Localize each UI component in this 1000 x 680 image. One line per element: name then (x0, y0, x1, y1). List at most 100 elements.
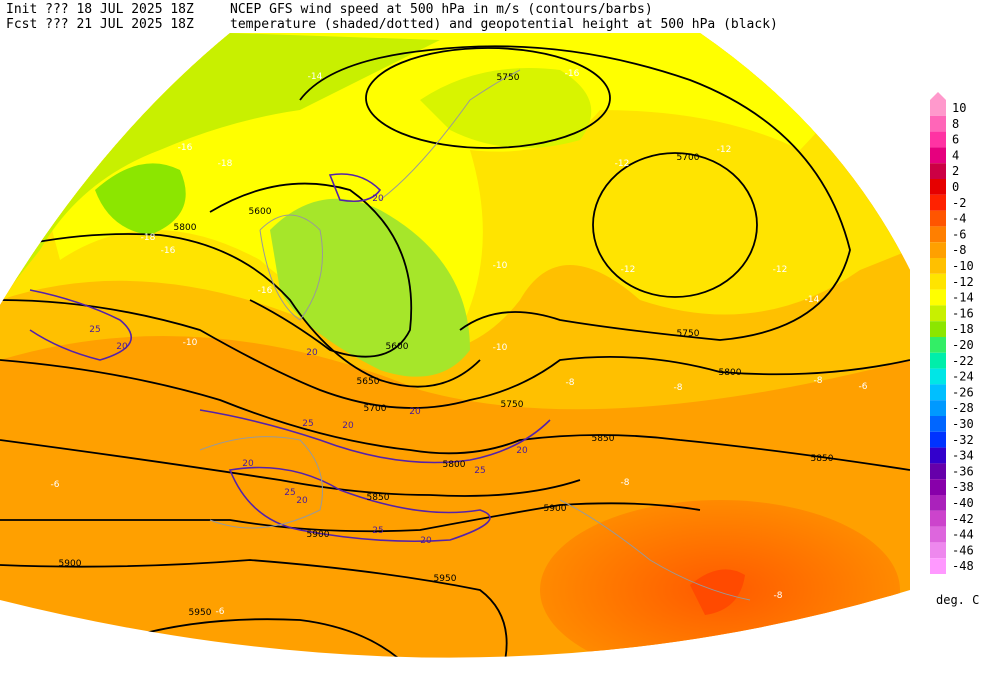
shade-minus16-uk (270, 198, 470, 377)
colorbar-label: -40 (952, 496, 974, 510)
colorbar-box (930, 115, 946, 132)
height-label: 5600 (249, 207, 272, 217)
colorbar-box (930, 463, 946, 480)
colorbar-arrow (930, 92, 946, 100)
colorbar-box (930, 305, 946, 322)
colorbar-box (930, 510, 946, 527)
colorbar-box (930, 431, 946, 448)
colorbar-box (930, 100, 946, 116)
colorbar-box (930, 400, 946, 416)
title-line-2: temperature (shaded/dotted) and geopoten… (230, 17, 778, 32)
height-label: 5750 (497, 73, 520, 83)
height-label: 5900 (59, 559, 82, 569)
temperature-label: -12 (615, 159, 630, 169)
temperature-label: -16 (161, 246, 176, 256)
colorbar-box (930, 416, 946, 432)
init-text: Init ??? 18 JUL 2025 18Z (6, 2, 194, 17)
wind-label: 20 (296, 496, 308, 506)
colorbar-box (930, 258, 946, 274)
colorbar-box (930, 179, 946, 195)
colorbar-label: -14 (952, 291, 974, 305)
colorbar-box (930, 226, 946, 243)
shade-minus18 (95, 163, 186, 235)
colorbar-label: -42 (952, 512, 974, 526)
colorbar-label: 8 (952, 117, 959, 131)
height-label: 5950 (434, 574, 457, 584)
colorbar-label: -48 (952, 559, 974, 573)
colorbar-label: -32 (952, 433, 974, 447)
colorbar-box (930, 131, 946, 148)
temperature-label: -10 (493, 261, 508, 271)
colorbar-box (930, 542, 946, 559)
colorbar-label: -6 (952, 227, 966, 241)
shade-scandinavia (420, 68, 592, 148)
colorbar-label: -28 (952, 401, 974, 415)
colorbar-label: -18 (952, 322, 974, 336)
wind-label: 20 (342, 421, 354, 431)
colorbar-label: -12 (952, 275, 974, 289)
colorbar-label: 2 (952, 164, 959, 178)
wind-label: 20 (409, 407, 421, 417)
wind-label: 25 (89, 325, 100, 335)
colorbar-box (930, 289, 946, 306)
colorbar-label: -24 (952, 370, 974, 384)
colorbar-box (930, 337, 946, 353)
colorbar-box (930, 273, 946, 290)
temperature-label: -12 (717, 145, 732, 155)
fcst-text: Fcst ??? 21 JUL 2025 18Z (6, 17, 194, 32)
temperature-label: -6 (859, 382, 868, 392)
temperature-label: -6 (216, 607, 225, 617)
shade-russia (595, 165, 755, 295)
height-label: 5650 (357, 377, 380, 387)
colorbar-label: -2 (952, 196, 966, 210)
colorbar-label: 0 (952, 180, 959, 194)
temperature-label: -8 (774, 591, 783, 601)
colorbar-label: -10 (952, 259, 974, 273)
wind-label: 25 (372, 526, 383, 536)
temperature-label: -8 (566, 378, 575, 388)
wind-label: 20 (306, 348, 318, 358)
height-contours (0, 45, 910, 658)
height-label: 5950 (189, 608, 212, 618)
colorbar-label: -30 (952, 417, 974, 431)
temperature-label: -8 (814, 376, 823, 386)
colorbar-box (930, 479, 946, 495)
colorbar-label: -16 (952, 306, 974, 320)
colorbar-box (930, 368, 946, 385)
contour-labels: 5750 5700 5600 5800 5600 5650 5700 5750 5800 5850… (51, 69, 868, 618)
temperature-label: -10 (183, 338, 198, 348)
height-label: 5800 (719, 368, 742, 378)
colorbar-box (930, 558, 946, 574)
temperature-label: -14 (308, 72, 323, 82)
colorbar-label: 6 (952, 133, 959, 147)
colorbar-label: -36 (952, 464, 974, 478)
height-label: 5900 (544, 504, 567, 514)
height-label: 5750 (501, 400, 524, 410)
height-label: 5800 (174, 223, 197, 233)
colorbar-box (930, 352, 946, 369)
colorbar-label: -38 (952, 480, 974, 494)
temperature-label: -12 (621, 265, 636, 275)
height-label: 5750 (677, 329, 700, 339)
temperature-label: -18 (218, 159, 233, 169)
colorbar-label: -46 (952, 543, 974, 557)
colorbar-label: 4 (952, 148, 959, 162)
temperature-label: -8 (674, 383, 683, 393)
colorbar-label: 10 (952, 101, 966, 115)
colorbar-box (930, 526, 946, 543)
temperature-label: -16 (258, 286, 273, 296)
colorbar-box (930, 147, 946, 164)
colorbar-label: -26 (952, 385, 974, 399)
temperature-label: -8 (621, 478, 630, 488)
colorbar-box (930, 447, 946, 464)
height-label: 5700 (677, 153, 700, 163)
wind-label: 20 (242, 459, 254, 469)
height-label: 5900 (307, 530, 330, 540)
wind-label: 20 (420, 536, 432, 546)
wind-contours (29, 173, 551, 543)
height-label: 5850 (367, 493, 390, 503)
temperature-label: -18 (141, 233, 156, 243)
colorbar-box (930, 321, 946, 337)
colorbar-label: -44 (952, 528, 974, 542)
